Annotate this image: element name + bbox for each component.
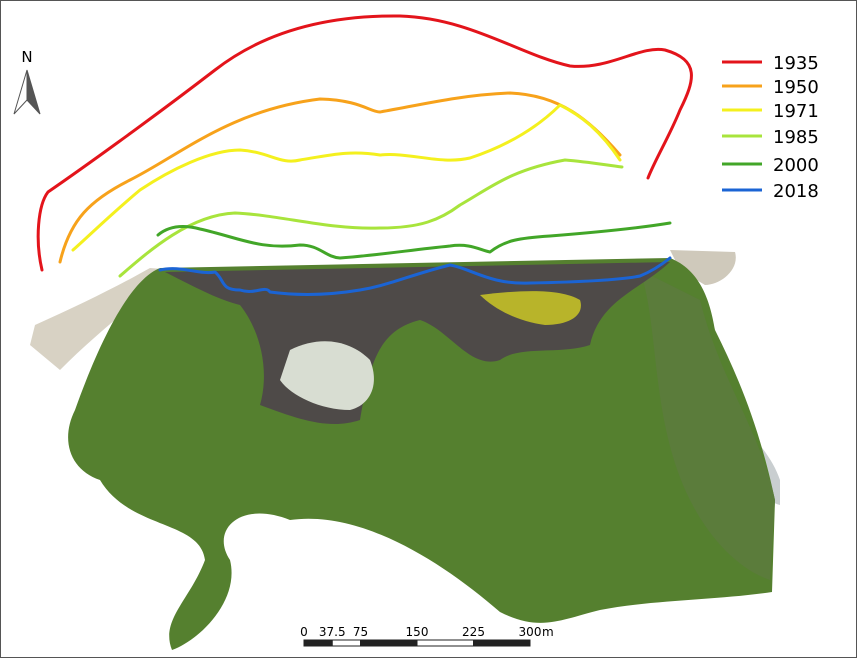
- legend-label: 2000: [773, 155, 819, 176]
- beach: [670, 250, 736, 285]
- scale-label: 150: [406, 625, 429, 639]
- legend-label: 2018: [773, 181, 819, 202]
- scale-bar: 0 37.5 75 150 225 300 m: [300, 625, 554, 647]
- yellow-patch: [480, 291, 581, 325]
- legend-label: 1950: [773, 77, 819, 98]
- scale-segment: [473, 639, 531, 647]
- scale-label: 225: [462, 625, 485, 639]
- shoreline: [58, 91, 622, 264]
- shoreline: [158, 256, 672, 296]
- legend: 1935 1950 1971 1985 2000 2018: [722, 53, 819, 202]
- shoreline: [36, 14, 693, 272]
- legend-label: 1985: [773, 127, 819, 148]
- marsh: [640, 270, 775, 580]
- scale-unit: m: [542, 625, 554, 639]
- legend-label: 1971: [773, 101, 819, 122]
- north-arrow: [26, 69, 41, 115]
- scale-segment: [416, 639, 474, 647]
- scale-label: 37.5: [319, 625, 346, 639]
- north-label: N: [21, 48, 32, 66]
- scale-label: 300: [519, 625, 542, 639]
- scale-segment: [360, 639, 418, 647]
- shoreline: [118, 158, 624, 278]
- scale-segment: [303, 639, 333, 647]
- scale-segment: [331, 639, 361, 647]
- scale-label: 75: [353, 625, 368, 639]
- shoreline: [71, 103, 622, 252]
- bare-patch: [280, 341, 374, 410]
- legend-label: 1935: [773, 53, 819, 74]
- scale-label: 0: [300, 625, 308, 639]
- shoreline: [156, 221, 672, 260]
- island: [68, 258, 776, 650]
